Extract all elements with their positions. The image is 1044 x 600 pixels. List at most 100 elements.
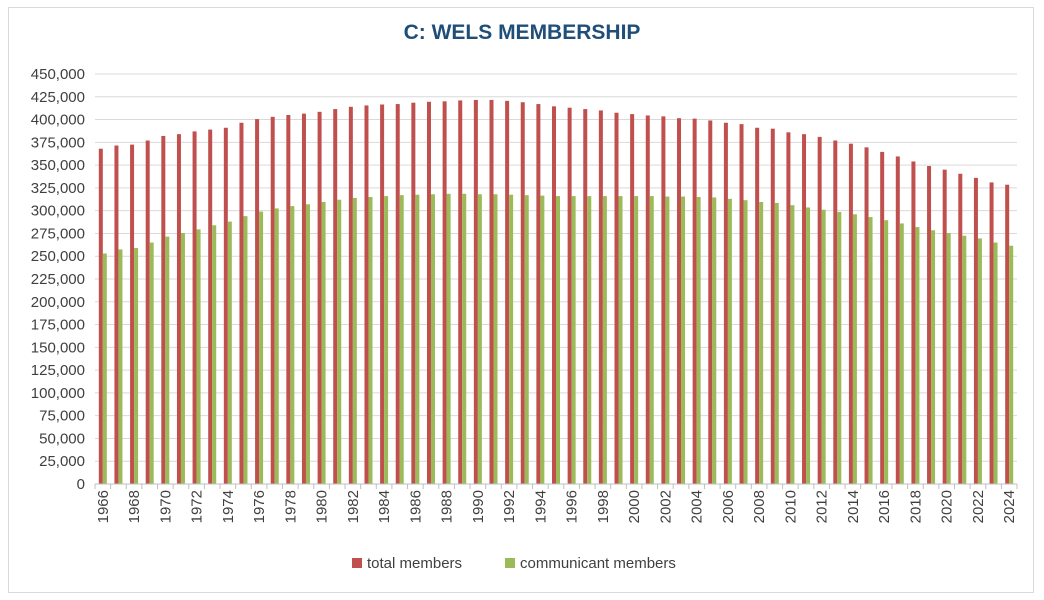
total-members-bar [536,104,541,485]
y-axis-ticks: 0 25,000 50,000 75,000 100,000 125,000 150,000… [31,66,85,493]
total-members-bar [489,99,494,484]
communicant-members-bar [384,196,389,485]
total-members-bar [614,112,619,484]
y-tick-label: 275,000 [31,225,85,242]
communicant-members-bar [837,212,842,485]
x-tick-label: 1982 [345,490,362,523]
x-tick-label: 1974 [220,490,237,523]
communicant-members-bar [196,229,201,484]
x-tick-label: 2012 [814,490,831,523]
total-members-bar [677,118,682,484]
communicant-members-bar [727,198,732,485]
y-tick-label: 0 [77,476,85,493]
communicant-members-bar [180,232,185,484]
x-tick-label: 2016 [876,490,893,523]
chart-title: C: WELS MEMBERSHIP [403,21,641,44]
total-members-bar [223,127,228,484]
x-tick-label: 1996 [564,490,581,523]
total-members-bar [161,135,166,484]
total-members-bar [755,127,760,484]
communicant-members-bar [524,195,529,484]
communicant-members-bar [618,196,623,485]
x-tick-label: 2020 [939,490,956,523]
x-tick-label: 1972 [189,490,206,523]
y-tick-label: 75,000 [39,408,85,425]
communicant-members-bar [540,195,545,484]
communicant-members-bar [477,194,482,484]
total-members-bar [802,134,807,484]
total-members-bar [176,134,181,484]
x-tick-label: 1980 [314,490,331,523]
x-tick-label: 2022 [970,490,987,523]
communicant-members-bar [118,249,123,484]
legend-swatch-total [352,558,362,568]
communicant-members-bar [290,206,295,484]
communicant-members-bar [899,223,904,484]
communicant-members-bar [556,196,560,485]
communicant-members-bar [165,236,170,484]
total-members-bar [1005,184,1010,484]
total-members-bar [895,156,900,484]
communicant-members-bar [587,196,592,485]
communicant-members-bar [602,196,607,485]
total-members-bar [645,115,650,484]
communicant-members-bar [321,202,326,484]
total-members-bar [817,136,822,484]
x-tick-label: 1976 [251,490,268,523]
x-tick-label: 2002 [657,490,674,523]
total-members-bar [145,140,150,484]
total-members-bar [301,113,306,484]
x-tick-label: 1986 [407,490,424,523]
communicant-members-bar [649,196,654,485]
total-members-bar [723,122,728,484]
total-members-bar [239,122,244,484]
communicant-members-bar [884,220,889,484]
communicant-members-bar [243,216,248,484]
x-tick-label: 2006 [720,490,737,523]
communicant-members-bar [993,242,998,484]
legend-label-total: total members [367,555,462,572]
x-tick-label: 1994 [532,490,549,523]
legend-swatch-communicant [505,558,515,568]
total-members-bar [380,104,385,485]
communicant-members-bar [774,202,779,484]
communicant-members-bar [399,195,404,484]
x-tick-label: 1970 [157,490,174,523]
x-tick-label: 1966 [95,490,112,523]
communicant-members-bar [149,242,154,484]
x-tick-label: 1984 [376,490,393,523]
total-members-bar [739,124,744,484]
communicant-members-bar [212,225,217,484]
communicant-members-bar [102,253,107,484]
total-members-bar [598,110,603,484]
total-members-bar [505,100,510,484]
communicant-members-bar [915,227,920,485]
y-tick-label: 300,000 [31,203,85,220]
communicant-members-bar [134,248,139,484]
total-members-bar [630,114,635,484]
total-members-bar [786,132,791,485]
communicant-members-bar [931,230,936,484]
y-tick-label: 25,000 [39,453,85,470]
communicant-members-bar [305,204,310,485]
legend: total members communicant members [352,555,676,572]
y-tick-label: 350,000 [31,157,85,174]
communicant-members-bar [977,238,982,484]
y-tick-label: 450,000 [31,66,85,83]
total-members-bar [927,166,932,484]
x-tick-label: 2014 [845,490,862,523]
legend-label-communicant: communicant members [520,555,676,572]
total-members-bar [833,140,838,484]
communicant-members-bar [509,194,514,484]
total-members-bar [708,120,713,484]
total-members-bar [208,129,213,485]
total-members-bar [270,116,275,485]
total-members-bar [911,161,916,484]
total-members-bar [286,115,291,484]
total-members-bar [958,173,963,484]
total-members-bar [880,151,885,484]
total-members-bar [114,145,119,484]
y-tick-label: 250,000 [31,248,85,265]
x-tick-label: 1968 [126,490,143,523]
